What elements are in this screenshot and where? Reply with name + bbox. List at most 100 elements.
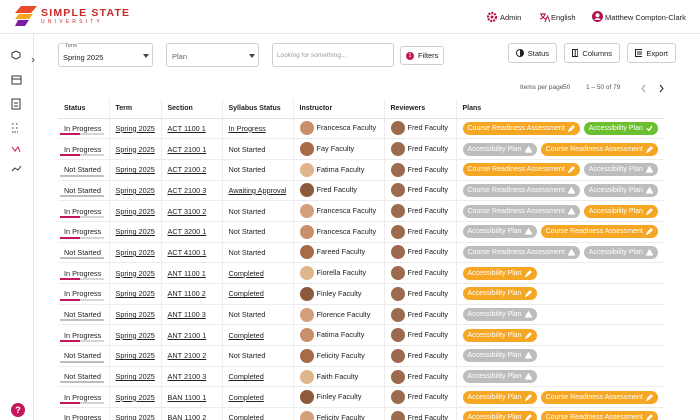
term-link[interactable]: Spring 2025 (115, 392, 155, 402)
syllabus-cell: Not Started (222, 200, 294, 222)
syllabus-status[interactable]: Completed (228, 413, 264, 420)
syllabus-status[interactable]: Completed (228, 392, 264, 402)
section-link[interactable]: ACT 3200 1 (167, 227, 207, 237)
syllabus-status[interactable]: Completed (228, 330, 264, 340)
term-cell: Spring 2025 (109, 304, 162, 326)
term-link[interactable]: Spring 2025 (115, 310, 155, 320)
term-link[interactable]: Spring 2025 (115, 289, 155, 299)
status: In Progress (64, 144, 102, 154)
section-link[interactable]: ANT 1100 2 (167, 289, 206, 299)
items-per-page[interactable]: 50 (563, 84, 571, 91)
reviewer: Fred Faculty (407, 392, 449, 402)
section-link[interactable]: ACT 4100 1 (167, 247, 207, 257)
progress-bar (60, 402, 104, 405)
section-link[interactable]: ACT 2100 1 (167, 144, 207, 154)
plan-pill[interactable]: Accessibility Plan (462, 308, 537, 322)
term-link[interactable]: Spring 2025 (115, 247, 155, 257)
plan-label: Course Readiness Assessment (467, 186, 565, 194)
help-button[interactable]: ? (11, 403, 25, 417)
term-link[interactable]: Spring 2025 (115, 165, 155, 175)
search-input[interactable]: Looking for something... (272, 43, 394, 67)
plan-pill[interactable]: Accessibility Plan (462, 287, 537, 301)
term-link[interactable]: Spring 2025 (115, 206, 155, 216)
admin-link[interactable]: Admin (500, 13, 522, 22)
filters-button[interactable]: 1 Filters (400, 46, 445, 65)
instructor-cell: Felicity Faculty (293, 345, 385, 367)
section-link[interactable]: ACT 3100 2 (167, 206, 207, 216)
plan-label: Accessibility Plan (467, 352, 522, 360)
avatar (299, 204, 314, 219)
plan-pill[interactable]: Accessibility Plan (462, 370, 537, 384)
plan-pill[interactable]: Accessibility Plan (462, 142, 537, 156)
page-arrows[interactable] (640, 84, 666, 93)
columns-button[interactable]: Columns (564, 43, 620, 63)
table-row: Not Started Spring 2025 ANT 2100 2 Not Star… (58, 345, 665, 367)
term-link[interactable]: Spring 2025 (115, 351, 155, 361)
term-link[interactable]: Spring 2025 (115, 144, 155, 154)
plan-pill[interactable]: Accessibility Plan (462, 411, 537, 420)
plan-pill[interactable]: Accessibility Plan (583, 183, 658, 197)
plan-placeholder: Plan (172, 52, 188, 61)
plan-pill[interactable]: Accessibility Plan (583, 121, 658, 135)
syllabus-cell: Not Started (222, 242, 294, 264)
plan-pill[interactable]: Accessibility Plan (583, 163, 658, 177)
section-link[interactable]: ANT 1100 1 (167, 268, 206, 278)
plan-pill[interactable]: Course Readiness Assessment (540, 225, 658, 239)
plan-pill[interactable]: Course Readiness Assessment (462, 204, 580, 218)
plan-pill[interactable]: Course Readiness Assessment (540, 142, 658, 156)
term-select[interactable]: Term Spring 2025 (58, 43, 153, 67)
export-button[interactable]: Export (627, 43, 676, 63)
plan-pill[interactable]: Course Readiness Assessment (462, 121, 580, 135)
section-link[interactable]: ACT 1100 1 (167, 123, 206, 133)
term-link[interactable]: Spring 2025 (115, 330, 155, 340)
user-link[interactable]: Matthew Compton-Clark (605, 13, 686, 22)
plan-pill[interactable]: Course Readiness Assessment (462, 245, 580, 259)
plan-select[interactable]: Plan (166, 43, 259, 67)
plan-pill[interactable]: Accessibility Plan (462, 390, 537, 404)
avatar (299, 121, 314, 136)
plan-pill[interactable]: Accessibility Plan (462, 266, 537, 280)
plan-pill[interactable]: Course Readiness Assessment (462, 183, 580, 197)
progress-fill (60, 360, 104, 363)
sidebar-icons (11, 50, 35, 172)
status-button[interactable]: Status (508, 43, 557, 63)
section-link[interactable]: BAN 1100 1 (167, 392, 207, 402)
table-row: Not Started Spring 2025 ANT 2100 3 Complete… (58, 366, 665, 388)
syllabus-status[interactable]: Awaiting Approval (228, 185, 287, 195)
section-link[interactable]: BAN 1100 2 (167, 413, 207, 420)
section-link[interactable]: ANT 2100 2 (167, 351, 207, 361)
plan-pill[interactable]: Accessibility Plan (583, 245, 658, 259)
plan-pill[interactable]: Accessibility Plan (462, 225, 537, 239)
section-link[interactable]: ANT 2100 1 (167, 330, 207, 340)
plan-pill[interactable]: Accessibility Plan (462, 328, 537, 342)
plan-pill[interactable]: Accessibility Plan (583, 204, 658, 218)
syllabus-cell: Awaiting Approval (222, 180, 294, 202)
plan-pill[interactable]: Course Readiness Assessment (540, 390, 658, 404)
term-link[interactable]: Spring 2025 (115, 268, 155, 278)
syllabus-status[interactable]: Completed (228, 289, 264, 299)
table-body: In Progress Spring 2025 ACT 1100 1 In Progr… (58, 118, 665, 420)
plan-pill[interactable]: Course Readiness Assessment (540, 411, 658, 420)
section-link[interactable]: ANT 2100 3 (167, 372, 207, 382)
section-link[interactable]: ACT 2100 2 (167, 165, 207, 175)
syllabus-status[interactable]: In Progress (228, 123, 266, 133)
term-link[interactable]: Spring 2025 (115, 413, 155, 420)
section-link[interactable]: ACT 2100 3 (167, 185, 207, 195)
plan-label: Accessibility Plan (467, 393, 522, 401)
filter-count: 1 (406, 51, 414, 60)
plans-cell: Accessibility Plan (456, 366, 665, 388)
avatar (390, 369, 405, 384)
avatar (299, 410, 314, 420)
admin-icon (487, 12, 497, 22)
term-link[interactable]: Spring 2025 (115, 185, 155, 195)
term-link[interactable]: Spring 2025 (115, 227, 155, 237)
syllabus-status[interactable]: Completed (228, 372, 264, 382)
section-link[interactable]: ANT 1100 3 (167, 310, 206, 320)
plan-pill[interactable]: Course Readiness Assessment (462, 163, 580, 177)
plan-pill[interactable]: Accessibility Plan (462, 349, 537, 363)
language-link[interactable]: English (551, 13, 576, 22)
syllabus-status[interactable]: Completed (228, 268, 264, 278)
term-link[interactable]: Spring 2025 (115, 372, 155, 382)
term-link[interactable]: Spring 2025 (115, 123, 155, 133)
instructor-cell: Fatima Faculty (293, 159, 385, 181)
